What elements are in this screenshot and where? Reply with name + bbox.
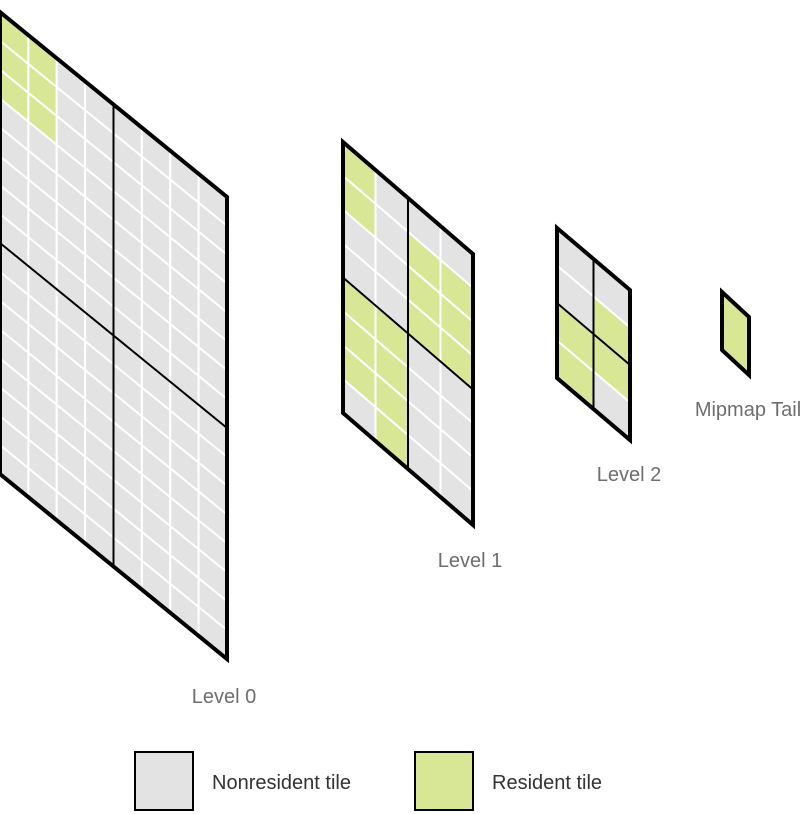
quadrant-divider-horizontal xyxy=(556,302,631,366)
level-outline xyxy=(341,137,475,530)
legend-swatch-resident xyxy=(414,751,474,811)
mip-level-0 xyxy=(0,9,229,664)
legend-label-nonresident: Nonresident tile xyxy=(212,772,351,794)
quadrant-divider-horizontal xyxy=(0,242,228,429)
level-2-label: Level 2 xyxy=(597,464,662,486)
legend-label-resident: Resident tile xyxy=(492,772,602,794)
quadrant-divider-horizontal xyxy=(342,276,474,391)
legend: Nonresident tile Resident tile xyxy=(134,751,602,811)
level-0-label: Level 0 xyxy=(192,686,257,708)
level-1-label: Level 1 xyxy=(438,550,503,572)
mip-level-2 xyxy=(555,223,632,445)
mipmap-tail xyxy=(720,287,751,380)
mipmap-tail-label: Mipmap Tail xyxy=(695,399,801,421)
level-outline xyxy=(555,223,632,445)
level-outline xyxy=(0,9,229,664)
mipmap-tail-tile xyxy=(720,287,751,380)
legend-swatch-nonresident xyxy=(134,751,194,811)
mip-level-1 xyxy=(341,137,475,530)
